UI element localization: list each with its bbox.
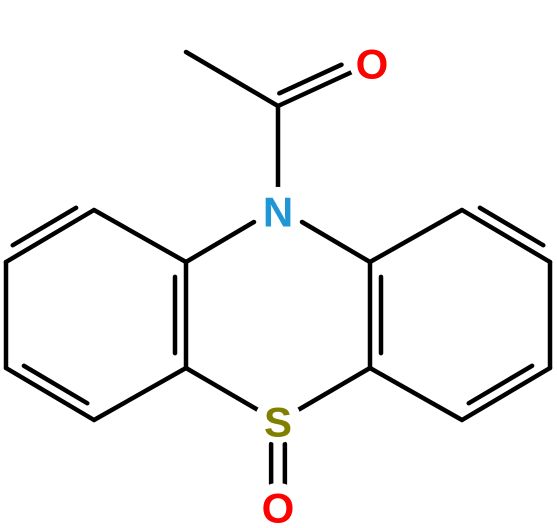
atom-O1: O [356,41,389,88]
atom-S: S [264,399,292,446]
atom-N: N [263,189,293,236]
molecule-diagram: NSOO [0,0,557,528]
atom-O2: O [262,485,295,528]
